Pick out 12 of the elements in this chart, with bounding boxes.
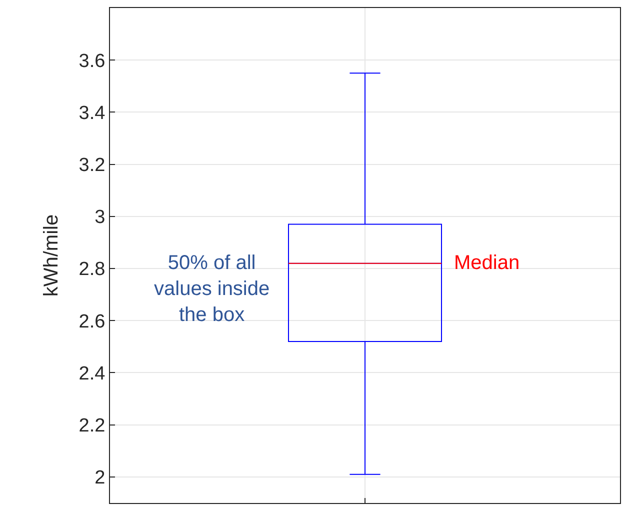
annotation: 50% of all values inside the box — [154, 252, 270, 326]
y-tick-label: 2.4 — [78, 363, 106, 384]
y-tick-label: 3.4 — [78, 102, 106, 124]
y-tick-label: 3.6 — [78, 50, 106, 72]
y-tick-label: 2 — [94, 468, 106, 489]
y-tick-label: 3.2 — [78, 154, 106, 176]
y-tick-label: 2.2 — [78, 415, 106, 436]
y-tick-label: 3 — [94, 207, 106, 228]
y-axis-title: kWh/mile — [40, 214, 62, 297]
y-tick-label: 2.8 — [78, 259, 106, 280]
annotation: Median — [454, 252, 520, 274]
y-tick-label: 2.6 — [78, 311, 106, 332]
